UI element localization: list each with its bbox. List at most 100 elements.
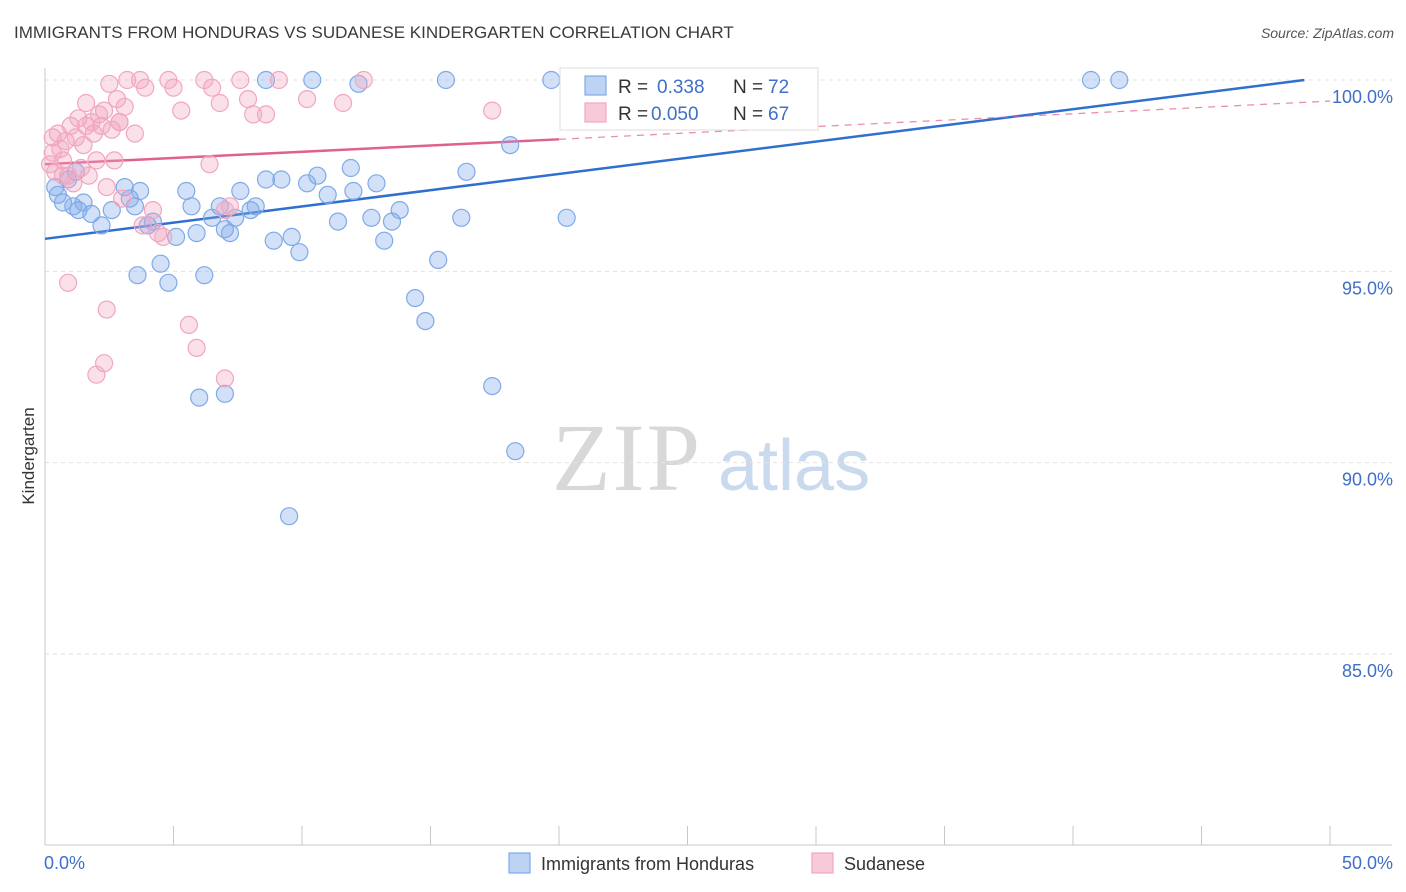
point-0-57 <box>215 384 234 403</box>
series-points-1 <box>40 70 502 388</box>
point-0-69 <box>1081 70 1101 90</box>
point-0-19 <box>167 227 186 246</box>
series-legend-swatch-honduras <box>508 852 531 874</box>
point-0-55 <box>506 442 525 461</box>
point-1-56 <box>58 273 78 292</box>
scatter-points <box>40 70 1129 526</box>
point-0-33 <box>264 231 283 250</box>
point-0-27 <box>220 224 240 243</box>
point-1-14 <box>76 93 96 113</box>
point-0-34 <box>272 170 291 189</box>
point-0-50 <box>429 250 448 269</box>
point-0-53 <box>483 377 502 396</box>
point-1-46 <box>220 197 240 216</box>
point-0-56 <box>280 507 299 526</box>
point-1-13 <box>74 136 93 155</box>
point-1-57 <box>97 300 116 319</box>
point-1-65 <box>43 128 62 147</box>
point-0-28 <box>226 208 245 227</box>
trend-line-sudanese <box>44 138 560 166</box>
legend-r-value-honduras: 0.338 <box>657 77 705 98</box>
point-1-10 <box>66 128 85 147</box>
point-1-9 <box>64 174 83 193</box>
point-0-23 <box>195 266 214 285</box>
point-0-71 <box>190 388 209 407</box>
point-1-62 <box>110 112 129 132</box>
point-1-21 <box>94 101 114 120</box>
point-1-49 <box>244 105 263 124</box>
point-0-58 <box>128 266 147 285</box>
point-1-31 <box>125 124 144 143</box>
legend-r-label-honduras: R = <box>618 77 648 98</box>
point-0-21 <box>182 197 201 216</box>
x-tick-label-0: 0.0% <box>44 853 85 873</box>
legend-n-label-honduras: N = <box>733 77 763 98</box>
axes <box>44 68 1392 846</box>
y-tick-label-3: 85.0% <box>1342 661 1393 681</box>
point-0-51 <box>452 208 471 227</box>
point-0-52 <box>457 162 476 181</box>
point-1-47 <box>231 70 250 90</box>
point-0-29 <box>231 181 250 201</box>
point-0-20 <box>177 181 196 201</box>
legend-box: R = 0.338 N = 72 R = 0.050 N = 67 <box>559 67 819 131</box>
series-legend-label-honduras: Immigrants from Honduras <box>541 854 754 874</box>
point-0-9 <box>92 216 111 235</box>
gridlines <box>45 79 1392 655</box>
point-1-17 <box>84 124 103 143</box>
legend-n-label-sudanese: N = <box>733 104 763 125</box>
point-0-2 <box>53 193 73 212</box>
point-1-22 <box>97 178 116 197</box>
point-0-49 <box>416 312 435 331</box>
point-0-41 <box>341 158 360 178</box>
point-1-28 <box>112 189 132 208</box>
point-1-25 <box>105 151 124 170</box>
point-1-15 <box>79 166 98 185</box>
point-1-34 <box>143 201 162 220</box>
y-tick-label-2: 90.0% <box>1342 470 1393 490</box>
y-tick-labels: 100.0% 95.0% 90.0% 85.0% <box>1332 87 1393 681</box>
point-0-61 <box>303 70 322 90</box>
y-tick-label-0: 100.0% <box>1332 87 1393 107</box>
legend-r-value-sudanese: 0.050 <box>651 104 699 125</box>
point-1-39 <box>172 101 191 120</box>
point-0-18 <box>159 273 178 292</box>
chart-source: Source: ZipAtlas.com <box>1261 25 1394 41</box>
series-legend-label-sudanese: Sudanese <box>844 854 925 874</box>
chart-title: IMMIGRANTS FROM HONDURAS VS SUDANESE KIN… <box>14 23 734 42</box>
point-0-70 <box>1110 70 1129 90</box>
point-0-22 <box>187 224 206 243</box>
point-0-31 <box>246 197 265 216</box>
point-0-36 <box>290 243 309 262</box>
legend-swatch-honduras <box>584 75 607 96</box>
series-legend: Immigrants from Honduras Sudanese <box>508 852 925 874</box>
point-1-51 <box>269 70 288 90</box>
point-1-61 <box>133 216 152 235</box>
point-1-66 <box>200 155 219 174</box>
series-legend-swatch-sudanese <box>811 852 834 874</box>
point-0-60 <box>256 70 276 90</box>
point-1-33 <box>136 78 155 97</box>
point-0-48 <box>406 289 425 308</box>
point-1-52 <box>298 89 317 109</box>
point-1-60 <box>215 369 234 388</box>
point-0-45 <box>375 231 394 250</box>
point-0-42 <box>344 181 363 201</box>
point-0-38 <box>308 166 327 185</box>
point-1-38 <box>164 78 183 97</box>
legend-n-value-honduras: 72 <box>768 77 789 98</box>
point-1-50 <box>256 105 276 124</box>
point-1-40 <box>179 315 198 334</box>
point-0-10 <box>102 201 121 220</box>
legend-swatch-sudanese <box>584 102 607 123</box>
point-1-54 <box>354 70 373 90</box>
point-0-35 <box>282 227 301 246</box>
point-1-30 <box>118 70 137 90</box>
watermark: ZIP atlas <box>552 404 870 511</box>
point-1-63 <box>76 116 96 136</box>
point-0-14 <box>131 181 150 201</box>
point-0-43 <box>362 208 381 227</box>
point-0-37 <box>298 174 317 193</box>
point-1-48 <box>238 89 258 109</box>
